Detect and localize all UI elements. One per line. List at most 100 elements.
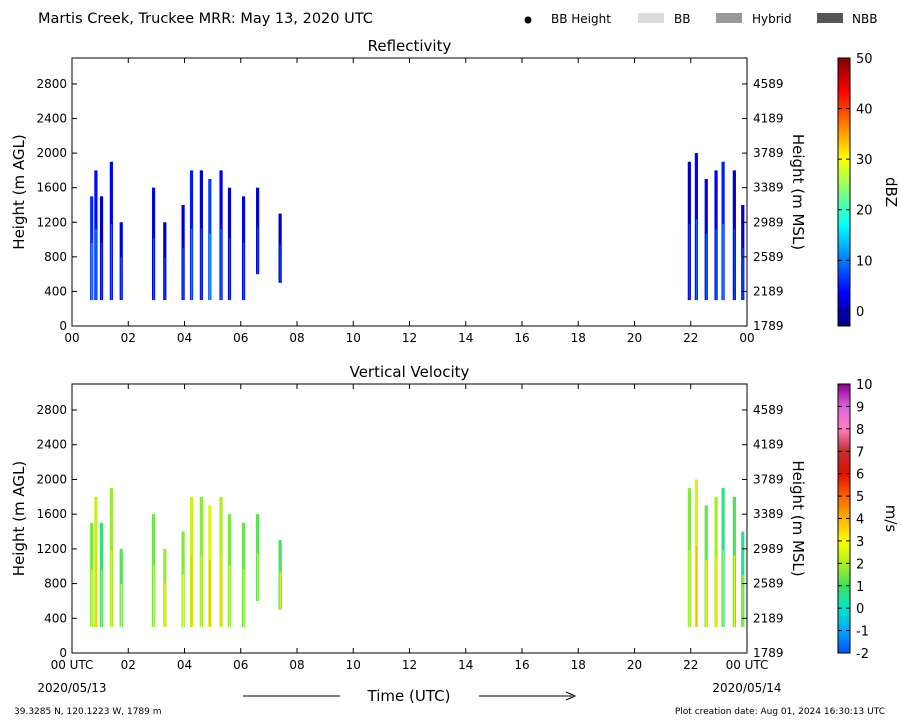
- creation-date-text: Plot creation date: Aug 01, 2024 16:30:1…: [675, 707, 885, 717]
- x-tick-label: 10: [346, 331, 361, 345]
- x-tick-label: 14: [458, 658, 473, 672]
- data-column-core: [257, 553, 259, 601]
- colorbar-tick-label: 3: [856, 535, 864, 550]
- data-column-core: [120, 584, 123, 627]
- y-tick-label-right: 2589: [753, 577, 784, 591]
- colorbar-tick-label: 1: [856, 580, 864, 595]
- y-tick-label: 1200: [36, 215, 67, 229]
- y-tick-label: 2000: [36, 472, 67, 486]
- y-tick-label: 800: [44, 250, 67, 264]
- data-column-core: [715, 228, 717, 301]
- legend-swatch: [638, 13, 664, 23]
- data-column-core: [120, 257, 123, 301]
- x-tick-label: 06: [233, 658, 248, 672]
- x-tick-label: 00 UTC: [51, 658, 94, 672]
- y-tick-label-right: 2189: [753, 284, 784, 298]
- x-tick-label: 22: [683, 658, 698, 672]
- y-tick-label-right: 4589: [753, 403, 784, 417]
- data-column-core: [220, 555, 222, 627]
- y-tick-label-right: 2589: [753, 250, 784, 264]
- data-column-core: [279, 571, 281, 610]
- data-column-core: [705, 560, 708, 627]
- y-tick-label-right: 4189: [753, 112, 784, 126]
- x-tick-label: 02: [121, 331, 136, 345]
- colorbar-label: dBZ: [882, 177, 900, 207]
- data-column-core: [722, 223, 724, 301]
- x-tick-label: 16: [514, 658, 529, 672]
- y-tick-label: 400: [44, 611, 67, 625]
- colorbar-tick-label: 50: [856, 52, 873, 67]
- y-tick-label-right: 2189: [753, 611, 784, 625]
- data-column-core: [279, 244, 281, 283]
- colorbar-tick-label: 10: [856, 254, 873, 269]
- data-column-core: [715, 555, 717, 627]
- x-tick-label: 18: [571, 331, 586, 345]
- data-column-core: [164, 257, 166, 301]
- colorbar-tick-label: 0: [856, 602, 864, 617]
- y-tick-label-right: 4189: [753, 438, 784, 452]
- x-tick-label: 00 UTC: [726, 658, 769, 672]
- x-tick-label: 06: [233, 331, 248, 345]
- figure-title: Martis Creek, Truckee MRR: May 13, 2020 …: [38, 11, 373, 27]
- date-end: 2020/05/14: [712, 681, 781, 695]
- x-tick-label: 08: [289, 331, 304, 345]
- x-tick-label: 12: [402, 658, 417, 672]
- x-tick-label: 16: [514, 331, 529, 345]
- data-column-core: [742, 247, 744, 301]
- location-text: 39.3285 N, 120.1223 W, 1789 m: [14, 707, 162, 717]
- y-tick-label: 2800: [36, 403, 67, 417]
- data-column-core: [228, 238, 231, 301]
- data-column-core: [257, 226, 259, 275]
- x-tick-label: 04: [177, 331, 192, 345]
- data-column-core: [152, 564, 155, 627]
- x-tick-label: 00: [64, 331, 79, 345]
- data-column-core: [705, 233, 708, 301]
- date-start: 2020/05/13: [37, 681, 106, 695]
- data-column-core: [164, 584, 166, 627]
- y-tick-label: 1200: [36, 542, 67, 556]
- y-tick-label: 0: [59, 319, 67, 333]
- colorbar-label: m/s: [882, 505, 900, 533]
- y-tick-label: 1600: [36, 507, 67, 521]
- colorbar-tick-label: 6: [856, 468, 864, 483]
- data-column-core: [742, 574, 744, 627]
- colorbar-tick-label: 9: [856, 400, 864, 415]
- data-column-core: [190, 555, 193, 627]
- data-column-core: [100, 243, 103, 301]
- y-axis-label-right: Height (m MSL): [789, 134, 807, 250]
- y-tick-label-right: 3389: [753, 181, 784, 195]
- colorbar-tick-label: 4: [856, 513, 864, 528]
- colorbar-tick-label: 8: [856, 423, 864, 438]
- x-axis-label: Time (UTC): [367, 687, 451, 705]
- y-tick-label: 2400: [36, 438, 67, 452]
- y-tick-label: 800: [44, 577, 67, 591]
- data-column-core: [95, 228, 97, 301]
- data-column-core: [688, 223, 691, 301]
- legend-label: BB: [674, 12, 690, 26]
- colorbar-tick-label: 2: [856, 557, 864, 572]
- data-column-core: [200, 228, 203, 301]
- panel-title: Vertical Velocity: [350, 363, 470, 381]
- x-tick-label: 04: [177, 658, 192, 672]
- data-column-core: [91, 243, 93, 301]
- legend-label: BB Height: [551, 12, 611, 26]
- x-tick-label: 08: [289, 658, 304, 672]
- data-column-core: [91, 569, 93, 627]
- data-column-core: [733, 228, 736, 301]
- colorbar-tick-label: -2: [856, 647, 869, 662]
- y-tick-label-right: 2989: [753, 215, 784, 229]
- data-column-core: [220, 228, 222, 301]
- plot-frame: [71, 57, 748, 327]
- y-tick-label-right: 1789: [753, 646, 784, 660]
- data-column-core: [182, 247, 184, 301]
- y-tick-label-right: 3789: [753, 472, 784, 486]
- plot-frame: [71, 383, 748, 654]
- colorbar-tick-label: 20: [856, 204, 873, 219]
- x-tick-label: 00: [739, 331, 754, 345]
- colorbar-tick-label: 10: [856, 378, 873, 393]
- legend-swatch: [716, 13, 742, 23]
- data-column-core: [209, 560, 211, 627]
